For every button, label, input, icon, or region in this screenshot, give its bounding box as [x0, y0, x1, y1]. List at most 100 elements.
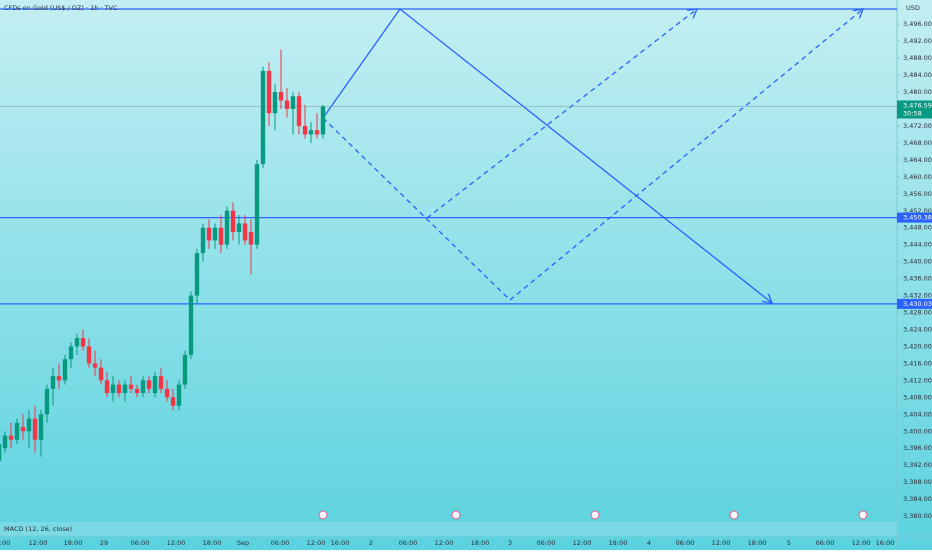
level-label: 3,450.383 — [903, 214, 932, 222]
candle-body — [188, 295, 194, 355]
candle-body — [260, 70, 266, 165]
candle-body — [98, 367, 104, 381]
candle-body — [266, 70, 272, 114]
y-tick-label: 3,468.000 — [903, 139, 932, 147]
candle-body — [296, 96, 302, 126]
candle-body — [14, 422, 20, 440]
candle-body — [230, 210, 236, 232]
candle-body — [92, 363, 98, 368]
candle-body — [32, 418, 38, 440]
x-tick-label: 06:00 — [271, 539, 290, 547]
x-tick-label: 12:00 — [852, 539, 871, 547]
candle-body — [176, 384, 182, 406]
x-tick-label: 2 — [369, 539, 373, 547]
event-icons — [318, 510, 868, 520]
candle-body — [0, 443, 2, 461]
event-icon[interactable] — [729, 510, 739, 520]
level-box — [897, 212, 932, 223]
candle-body — [224, 210, 230, 245]
x-tick-label: 12:00 — [307, 539, 326, 547]
candle-body — [152, 376, 158, 394]
y-tick-label: 3,400.000 — [903, 427, 932, 435]
x-tick-label: 12:00 — [29, 539, 48, 547]
candle-body — [236, 223, 242, 232]
x-tick-label: 29 — [100, 539, 108, 547]
y-tick-label: 3,452.000 — [903, 207, 932, 215]
candle-body — [308, 130, 314, 135]
candle-body — [284, 100, 290, 109]
candle-body — [140, 380, 146, 394]
candle-body — [86, 346, 92, 364]
y-tick-label: 3,388.000 — [903, 478, 932, 486]
candle-body — [248, 231, 254, 245]
level-label: 3,430.033 — [903, 300, 932, 308]
x-tick-label: 12:00 — [712, 539, 731, 547]
x-tick-label: 18:00 — [609, 539, 628, 547]
candle-body — [302, 125, 308, 135]
x-tick-label: 4 — [647, 539, 651, 547]
y-tick-label: 3,456.000 — [903, 190, 932, 198]
y-tick-label: 3,396.000 — [903, 444, 932, 452]
candle-body — [104, 380, 110, 394]
x-tick-label: :00 — [0, 539, 10, 547]
y-tick-label: 3,412.000 — [903, 376, 932, 384]
candle-body — [116, 384, 122, 394]
x-tick-label: 06:00 — [816, 539, 835, 547]
y-tick-label: 3,416.000 — [903, 359, 932, 367]
candle-body — [170, 397, 176, 406]
candle-body — [206, 227, 212, 241]
x-tick-label: 18:00 — [203, 539, 222, 547]
event-icon[interactable] — [858, 510, 868, 520]
x-tick-label: 16:00 — [876, 539, 895, 547]
x-tick-label: 06:00 — [537, 539, 556, 547]
candle-body — [80, 337, 86, 347]
y-tick-label: 3,432.000 — [903, 292, 932, 300]
candle-body — [314, 130, 320, 135]
y-tick-label: 3,448.000 — [903, 224, 932, 232]
projection-drawings — [322, 8, 863, 303]
projection-dashed — [426, 9, 697, 219]
candle-body — [110, 384, 116, 394]
candle-body — [26, 418, 32, 432]
candle-body — [38, 414, 44, 440]
y-tick-label: 3,392.000 — [903, 461, 932, 469]
event-icon[interactable] — [318, 510, 328, 520]
y-tick-label: 3,488.000 — [903, 54, 932, 62]
x-tick-label: 06:00 — [131, 539, 150, 547]
y-tick-label: 3,380.000 — [903, 512, 932, 520]
indicator-pane — [0, 522, 897, 536]
y-tick-label: 3,408.000 — [903, 393, 932, 401]
chart-title: CFDs on Gold (US$ / OZ) · 1h · TVC — [4, 4, 118, 12]
y-tick-label: 3,480.000 — [903, 88, 932, 96]
candle-body — [146, 380, 152, 389]
y-tick-label: 3,444.000 — [903, 241, 932, 249]
y-tick-label: 3,460.000 — [903, 173, 932, 181]
x-tick-label: 3 — [508, 539, 512, 547]
candle-body — [128, 384, 134, 389]
y-tick-label: 3,424.000 — [903, 325, 932, 333]
x-tick-label: 12:00 — [167, 539, 186, 547]
candle-body — [182, 354, 188, 385]
last-price-box — [897, 100, 932, 119]
y-tick-label: 3,428.000 — [903, 309, 932, 317]
candle-body — [62, 359, 68, 381]
event-icon[interactable] — [590, 510, 600, 520]
candle-body — [290, 96, 296, 109]
candle-body — [254, 164, 260, 245]
y-tick-label: 3,440.000 — [903, 258, 932, 266]
event-icon[interactable] — [451, 510, 461, 520]
candle-body — [278, 92, 284, 101]
candle-body — [20, 427, 26, 432]
countdown-label: 30:58 — [903, 109, 922, 117]
y-tick-label: 3,384.000 — [903, 495, 932, 503]
candle-body — [320, 106, 326, 135]
currency-label: USD — [906, 4, 920, 12]
y-tick-label: 3,484.000 — [903, 71, 932, 79]
candle-body — [242, 223, 248, 241]
candle-body — [56, 376, 62, 381]
x-tick-label: 18:00 — [471, 539, 490, 547]
candle-body — [194, 253, 200, 296]
x-tick-label: 16:00 — [331, 539, 350, 547]
